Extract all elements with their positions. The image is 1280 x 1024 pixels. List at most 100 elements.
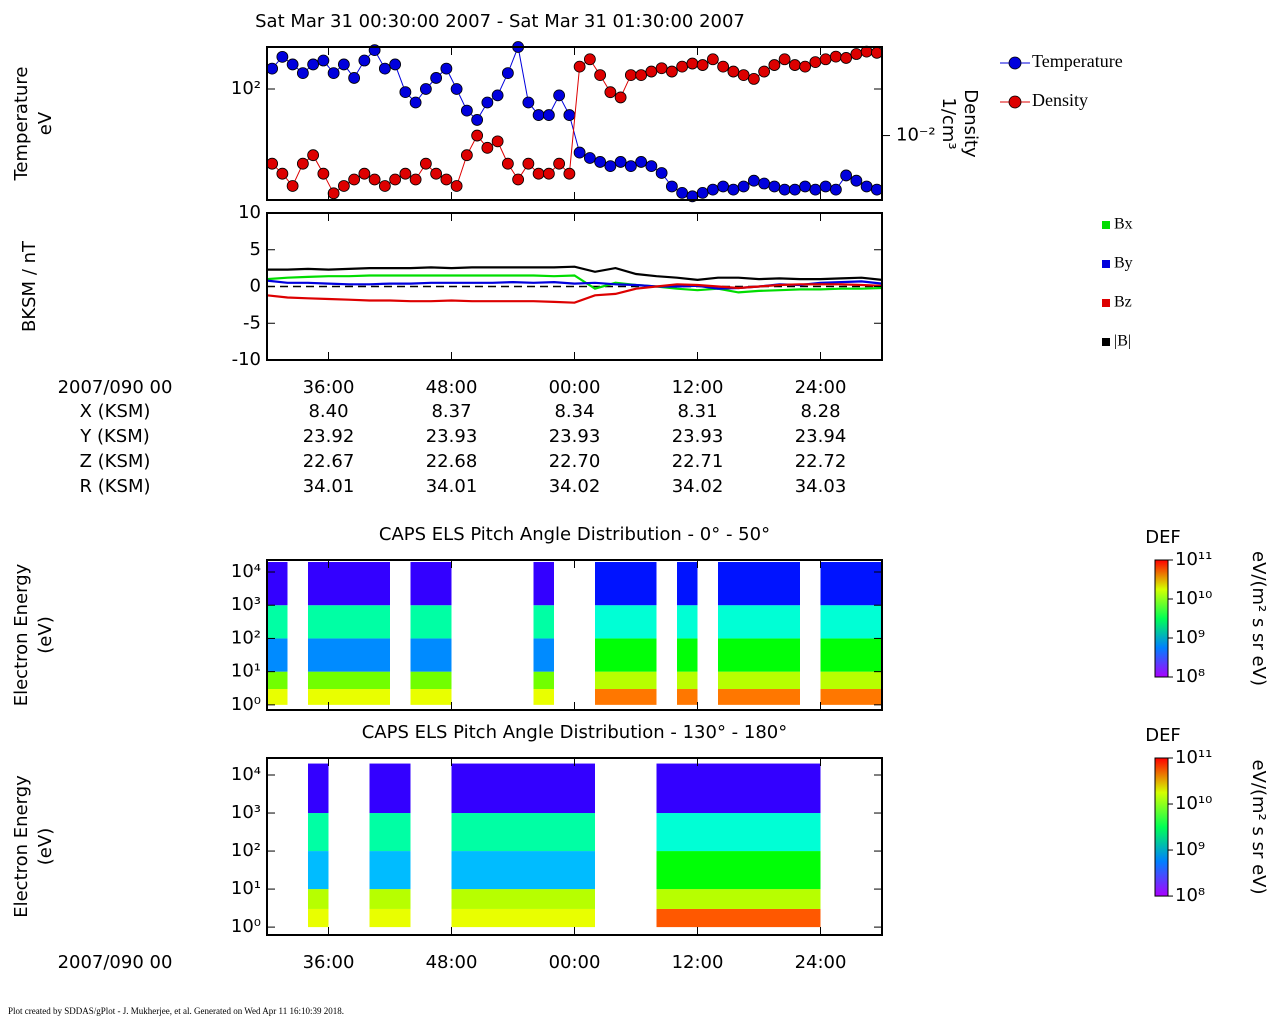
legend-swatch [1102,260,1110,268]
heat-cell [533,851,554,890]
footer: Plot created by SDDAS/gPlot - J. Mukherj… [8,1006,344,1016]
data-point [491,135,504,148]
legend-marker [1008,95,1022,109]
heat-cell [533,562,554,606]
y-tick-label: 10³ [231,594,261,615]
heat-cell [697,851,718,890]
x-tick-label: 00:00 [549,952,601,973]
data-point [389,58,402,71]
ephemeris-value: 34.03 [795,476,847,497]
ephemeris-value: 23.92 [303,426,355,447]
ephemeris-value: 23.93 [672,426,724,447]
data-point [327,67,340,79]
heat-cell [308,671,329,690]
heat-cell [390,813,411,852]
data-point [768,180,781,193]
data-point [296,67,309,79]
data-point [655,167,668,179]
heat-cell [861,671,882,690]
heat-cell [841,638,862,672]
heat-cell [861,562,882,606]
data-point [481,141,494,154]
heat-cell [718,763,739,814]
heat-cell [656,908,677,928]
heat-cell [636,605,657,639]
heat-cell [513,908,534,928]
data-point [430,167,443,180]
data-point [368,173,381,186]
ephemeris-value: 23.93 [549,426,601,447]
x-tick-label: 24:00 [795,377,847,398]
x-tick-label: 48:00 [426,377,478,398]
data-point [850,48,863,60]
ephemeris-value: 22.67 [303,451,355,472]
heat-cell [595,638,616,672]
y-tick-label: 10³ [231,802,261,823]
heat-cell [308,562,329,606]
heat-cell [308,908,329,928]
heat-cell [738,889,759,909]
heat-cell [738,689,759,705]
series-line [267,265,883,282]
y-tick-label: -5 [243,312,261,333]
data-point [819,180,832,193]
heat-cell [472,851,493,890]
heat-cell [718,562,739,606]
heat-cell [595,671,616,690]
data-point [635,69,648,82]
data-point [717,60,730,73]
heat-cell [861,605,882,639]
data-point [553,89,566,102]
data-point [522,157,535,170]
heat-cell [800,763,821,814]
data-point [481,96,494,109]
data-point [296,157,309,170]
data-point [645,160,658,173]
heat-cell [759,908,780,928]
heat-cell [738,763,759,814]
data-point [317,167,330,180]
ephemeris-label: Z (KSM) [80,451,151,472]
data-point [348,173,361,186]
heat-cell [800,889,821,909]
heat-cell [574,908,595,928]
heat-cell [615,562,636,606]
heat-cell [554,889,575,909]
y-tick-label: 10 [238,202,261,223]
data-point [399,167,412,180]
data-point [471,129,484,142]
heat-cell [492,851,513,890]
heat-cell [574,813,595,852]
heat-cell [492,813,513,852]
x-tick-label: 24:00 [795,952,847,973]
heat-cell [759,889,780,909]
data-point [583,152,596,164]
legend-label: By [1114,255,1133,272]
data-point [337,180,350,192]
heat-cell [738,562,759,606]
heat-cell [636,638,657,672]
y-tick-label: 5 [250,239,261,260]
y2-tick-label: 10⁻² [896,125,936,146]
data-point [307,149,320,162]
data-point [860,180,873,193]
data-point [389,173,402,186]
y-tick-label: 10² [231,627,261,648]
data-point [450,180,463,192]
heat-cell [390,763,411,814]
data-point [870,183,883,196]
data-point [788,183,801,196]
y2-axis-label: Density [960,89,981,158]
heat-cell [308,851,329,890]
heat-cell [677,908,698,928]
heat-cell [513,851,534,890]
heat-cell [533,763,554,814]
data-point [532,109,545,121]
heat-cell [369,763,390,814]
y-tick-label: 10⁴ [231,764,261,785]
heat-cell [595,562,616,606]
data-point [840,169,853,182]
heat-cell [697,763,718,814]
heat-cell [574,763,595,814]
